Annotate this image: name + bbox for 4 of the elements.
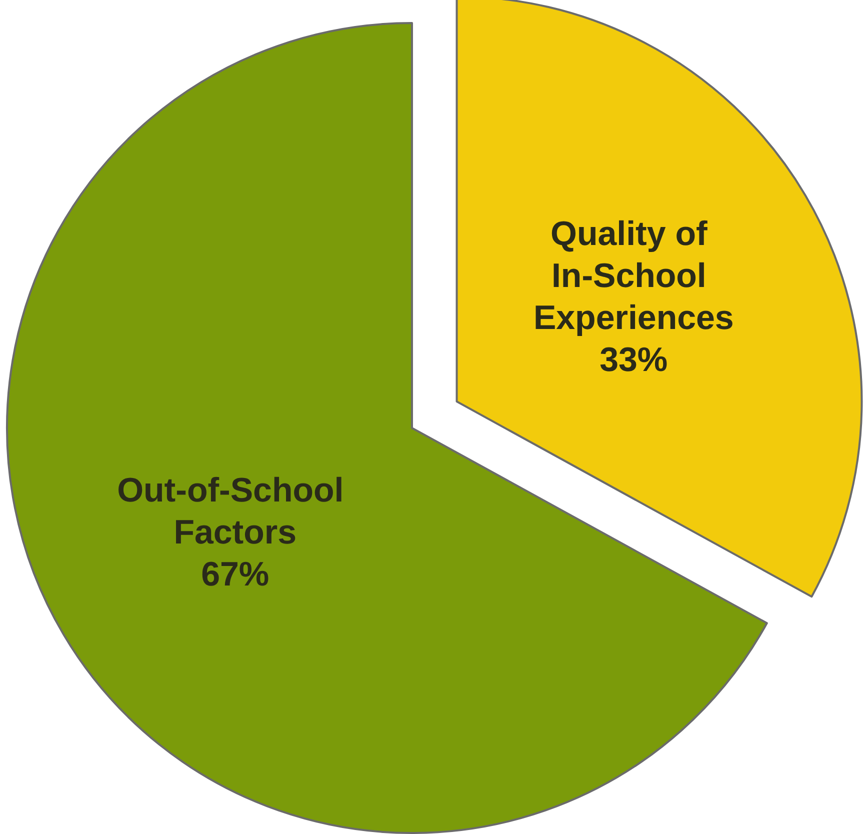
slice-label: Quality of In-School Experiences — [533, 214, 734, 337]
data-label: 67% — [201, 556, 270, 594]
data-label: 33% — [600, 340, 668, 379]
slice-label: Out-of-School Factors — [117, 472, 354, 552]
